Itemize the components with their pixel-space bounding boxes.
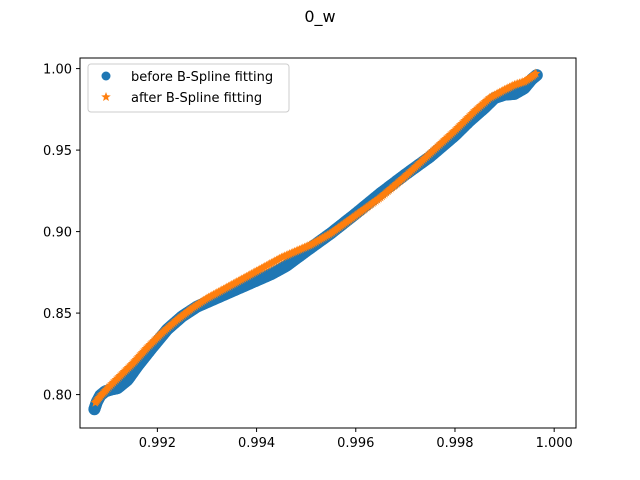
- x-axis: 0.992 0.994 0.996 0.998 1.000: [139, 428, 573, 451]
- y-tick-label: 0.80: [43, 389, 72, 404]
- y-tick-label: 0.90: [43, 226, 72, 241]
- plot-area: [88, 68, 543, 416]
- legend-box: [87, 63, 290, 113]
- y-axis: 0.80 0.85 0.90 0.95 1.00: [43, 63, 80, 404]
- legend-label-after: after B-Spline fitting: [131, 91, 262, 106]
- x-tick-label: 0.996: [337, 436, 374, 451]
- legend: before B-Spline fitting after B-Spline f…: [87, 63, 290, 113]
- legend-label-before: before B-Spline fitting: [131, 70, 273, 85]
- axes-frame: [79, 57, 577, 429]
- x-tick-label: 0.992: [139, 436, 176, 451]
- data-point-after: [531, 68, 541, 78]
- y-tick-label: 1.00: [43, 63, 72, 78]
- y-tick-label: 0.85: [43, 307, 72, 322]
- series-after: [90, 68, 541, 407]
- x-tick-label: 1.000: [536, 436, 573, 451]
- x-tick-label: 0.998: [436, 436, 473, 451]
- legend-marker-after: [101, 92, 111, 102]
- legend-marker-before: [101, 71, 111, 81]
- y-tick-label: 0.95: [43, 144, 72, 159]
- x-tick-label: 0.994: [238, 436, 275, 451]
- chart-title: 0_w: [304, 7, 335, 27]
